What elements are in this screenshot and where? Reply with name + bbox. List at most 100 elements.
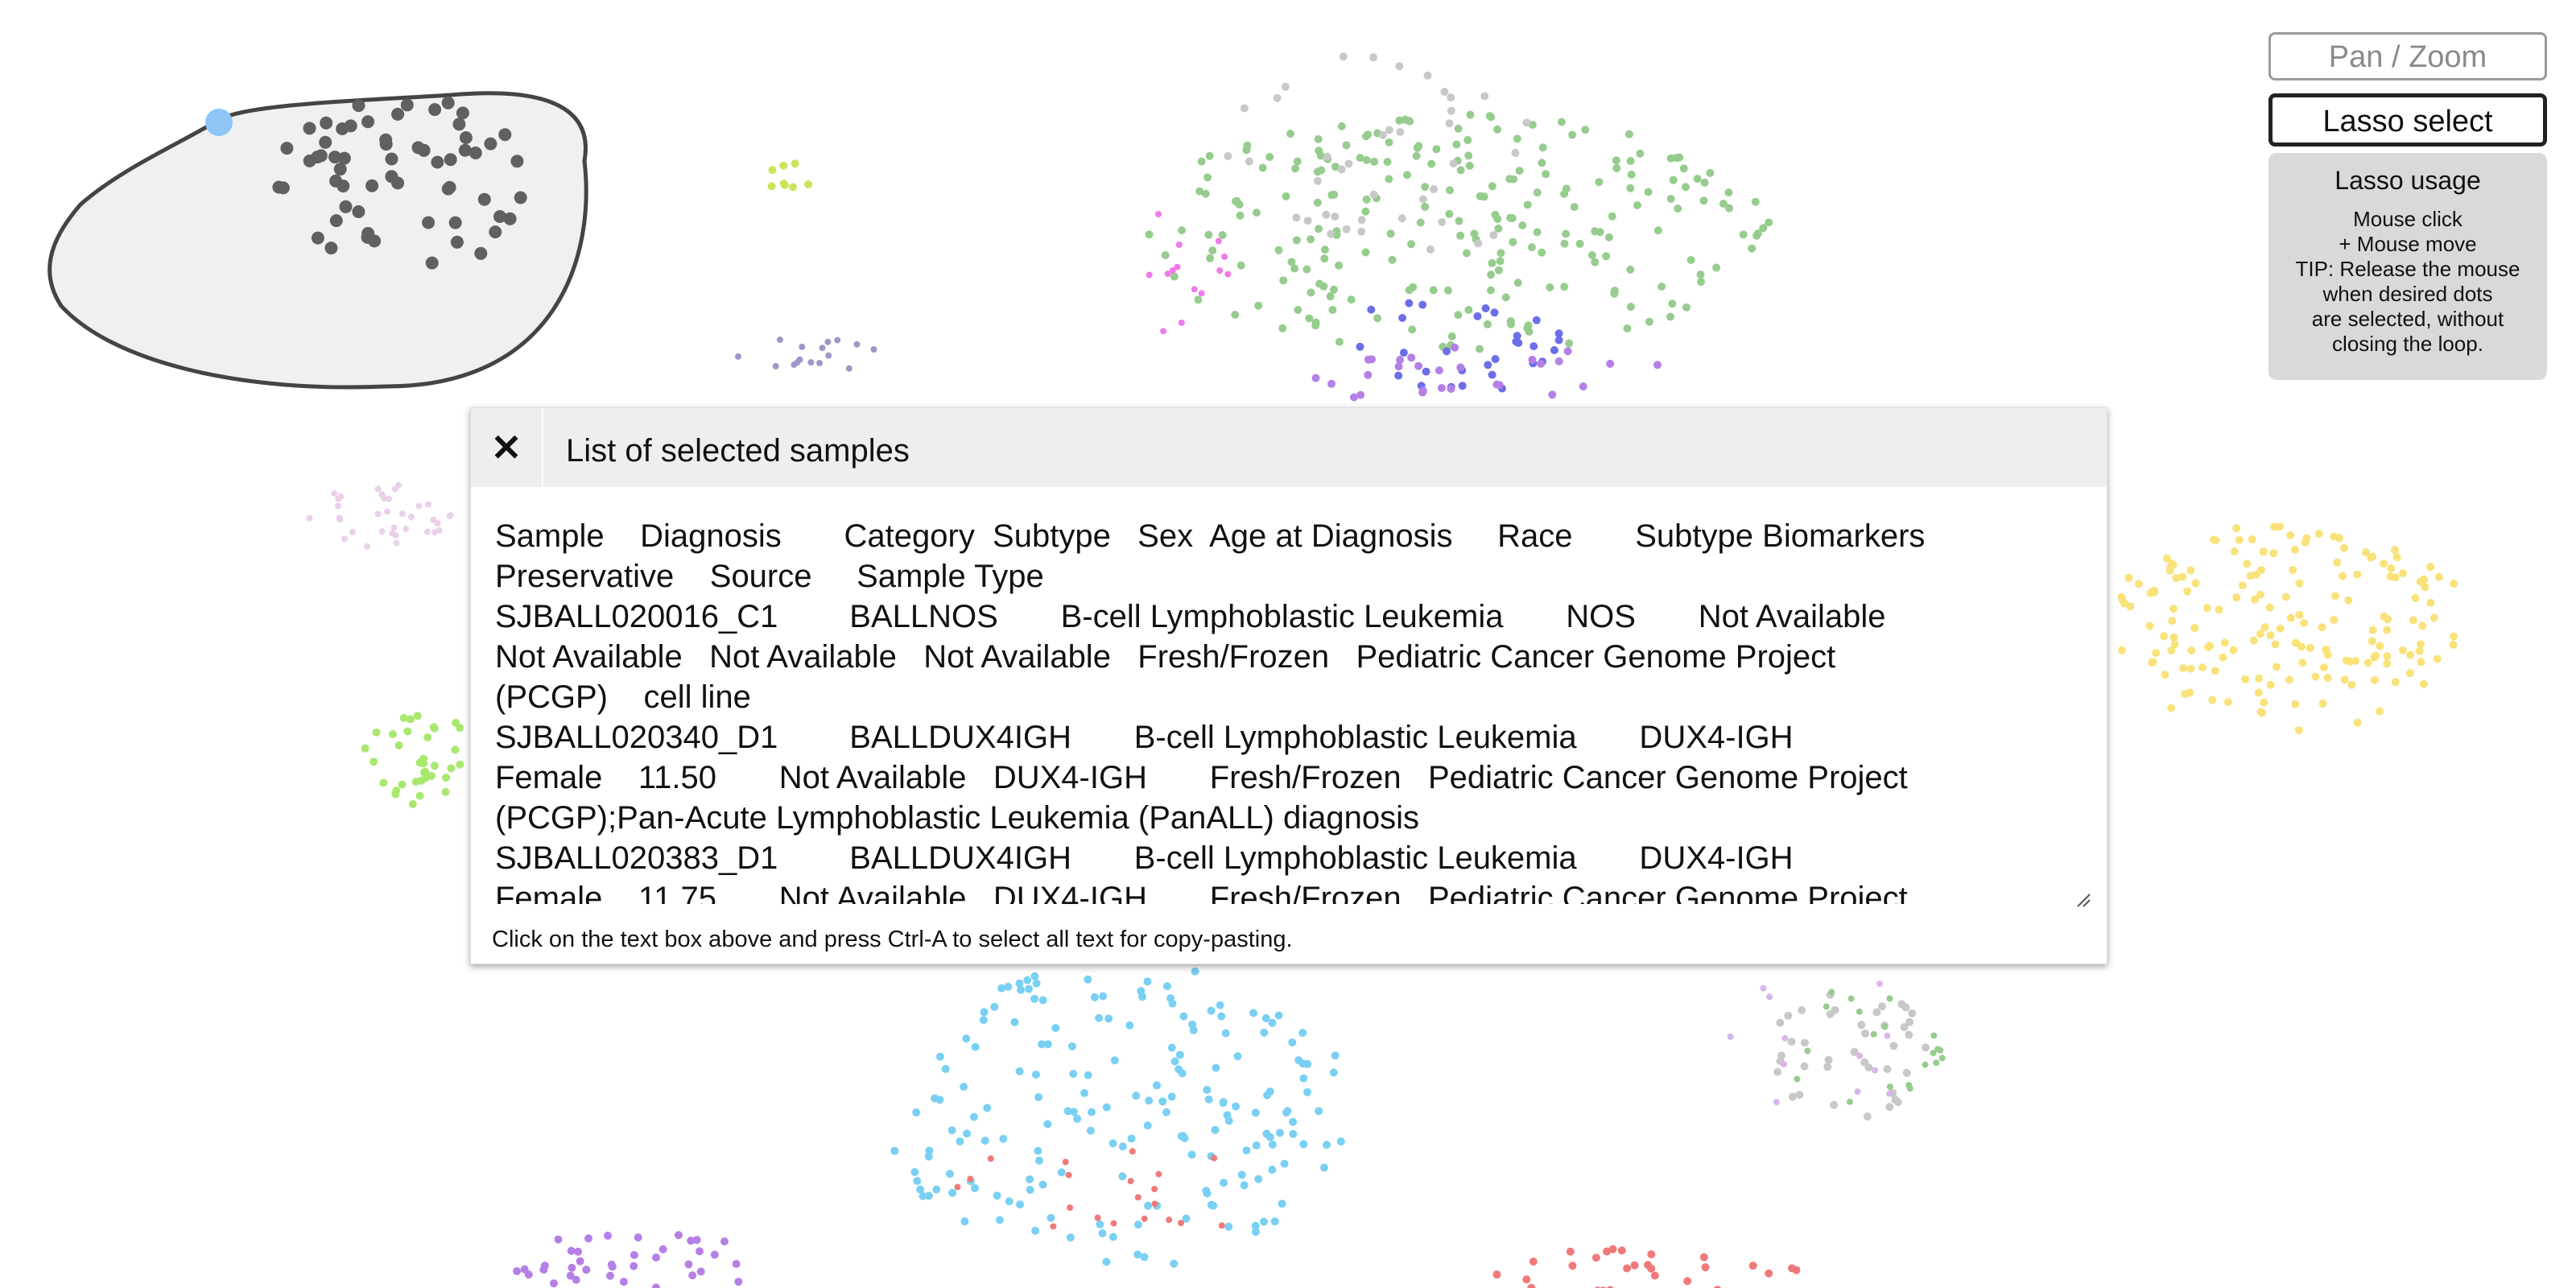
sample-dot <box>1307 288 1315 297</box>
sample-dot <box>1158 1097 1167 1106</box>
sample-dot <box>1399 349 1408 357</box>
sample-dot <box>1766 993 1773 1001</box>
sample-dot <box>2256 630 2264 638</box>
sample-dot <box>1311 318 1320 327</box>
sample-dot <box>1356 390 1365 399</box>
sample-dot <box>1883 1065 1892 1073</box>
sample-dot <box>2230 547 2239 555</box>
sample-dot <box>456 760 464 769</box>
sample-dot <box>2295 610 2304 619</box>
sample-dot <box>1314 134 1323 143</box>
sample-dot <box>1385 138 1393 147</box>
sample-dot <box>948 1188 957 1197</box>
sample-dot <box>2450 580 2458 588</box>
sample-dot <box>1884 1032 1891 1039</box>
sample-dot <box>436 526 443 534</box>
sample-dot <box>2178 572 2187 581</box>
sample-dot <box>1179 1012 1188 1021</box>
sample-dot <box>1906 1085 1913 1092</box>
sample-dot <box>1063 1107 1072 1116</box>
sample-dot <box>2248 535 2256 543</box>
lasso-start-handle[interactable] <box>205 109 233 136</box>
selected-samples-textarea[interactable]: Sample Diagnosis Category Subtype Sex Ag… <box>484 498 2087 904</box>
sample-dot <box>768 166 777 175</box>
sample-dot <box>428 103 442 117</box>
resize-handle-icon[interactable] <box>2074 891 2091 907</box>
sample-dot <box>422 216 436 229</box>
sample-dot <box>424 528 431 535</box>
sample-dot <box>735 353 741 360</box>
sample-dot <box>1330 285 1338 294</box>
sample-dot <box>572 1275 580 1284</box>
sample-dot <box>924 1191 933 1200</box>
sample-dot <box>374 485 382 493</box>
sample-dot <box>1207 1200 1216 1209</box>
sample-dot <box>1854 1088 1861 1095</box>
sample-dot <box>1636 149 1645 158</box>
sample-dot <box>1776 1018 1785 1027</box>
sample-dot <box>1860 1058 1869 1067</box>
sample-dot <box>365 179 379 192</box>
sample-dot <box>1170 1057 1179 1066</box>
sample-dot <box>550 1279 558 1288</box>
sample-dot <box>794 359 801 366</box>
sample-dot <box>1292 213 1301 222</box>
sample-dot <box>1288 1038 1297 1046</box>
sample-dot <box>1278 324 1287 332</box>
sample-dot <box>1496 249 1505 258</box>
sample-dot <box>1240 1181 1249 1190</box>
sample-dot <box>1169 267 1176 274</box>
sample-dot <box>969 1113 978 1121</box>
sample-dot <box>947 1126 956 1135</box>
sample-dot <box>1166 994 1175 1003</box>
sample-dot <box>2186 566 2195 575</box>
sample-dot <box>1178 319 1185 326</box>
sample-dot <box>1140 1253 1149 1261</box>
sample-dot <box>1666 154 1675 163</box>
lasso-usage-line: + Mouse move <box>2339 232 2477 256</box>
sample-dot <box>2286 530 2295 539</box>
sample-dot <box>2429 613 2438 622</box>
sample-dot <box>1236 261 1245 270</box>
sample-dot <box>652 1253 660 1262</box>
sample-dot <box>1627 170 1636 179</box>
sample-dot <box>2419 679 2428 688</box>
sample-dot <box>1560 283 1569 291</box>
sample-dot <box>630 1251 638 1259</box>
sample-dot <box>1850 1047 1859 1056</box>
sample-dot <box>1331 213 1340 221</box>
sample-dot <box>619 1278 628 1286</box>
sample-dot <box>845 365 852 372</box>
sample-dot <box>1167 1043 1176 1052</box>
sample-dot <box>1253 208 1261 217</box>
sample-dot <box>568 1263 576 1272</box>
sample-dot <box>1143 977 1152 986</box>
sample-dot <box>1307 235 1315 244</box>
close-icon[interactable]: ✕ <box>471 408 543 487</box>
lasso-usage-panel: Lasso usage Mouse click + Mouse move TIP… <box>2268 153 2547 380</box>
lasso-select-button[interactable]: Lasso select <box>2268 93 2547 147</box>
sample-dot <box>1322 210 1331 219</box>
sample-dot <box>1905 1030 1913 1039</box>
sample-dot <box>1712 263 1721 272</box>
sample-dot <box>459 131 473 144</box>
sample-dot <box>1604 233 1613 242</box>
pan-zoom-button[interactable]: Pan / Zoom <box>2268 32 2547 80</box>
sample-dot <box>1326 292 1335 301</box>
sample-dot <box>1066 1233 1075 1242</box>
sample-dot <box>280 142 294 155</box>
sample-dot <box>1487 286 1495 295</box>
sample-dot <box>1485 112 1494 121</box>
sample-dot <box>1323 152 1331 161</box>
sample-dot <box>2291 700 2300 708</box>
sample-dot <box>1298 1059 1307 1068</box>
sample-dot <box>1456 166 1465 175</box>
sample-dot <box>2265 603 2274 612</box>
sample-dot <box>2384 615 2392 624</box>
sample-dot <box>1699 196 1708 205</box>
dialog-header: ✕ List of selected samples <box>471 408 2107 487</box>
sample-dot <box>651 1283 660 1288</box>
sample-dot <box>1458 382 1467 390</box>
sample-dot <box>1216 267 1224 275</box>
